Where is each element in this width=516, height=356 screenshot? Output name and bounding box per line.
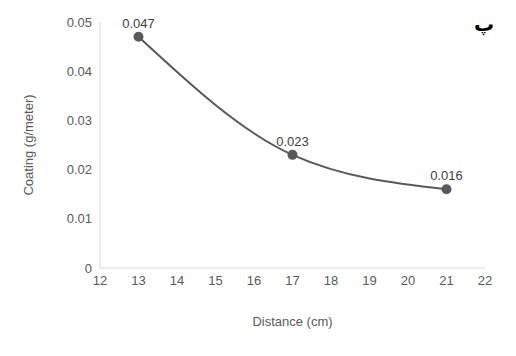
html-text:پ: پ xyxy=(473,12,494,36)
svg-text:0.03: 0.03 xyxy=(67,113,92,128)
svg-text:18: 18 xyxy=(324,273,338,288)
svg-text:0.05: 0.05 xyxy=(67,15,92,30)
svg-text:14: 14 xyxy=(170,273,184,288)
svg-text:16: 16 xyxy=(247,273,261,288)
svg-text:12: 12 xyxy=(93,273,107,288)
svg-text:0.023: 0.023 xyxy=(276,134,309,149)
svg-text:13: 13 xyxy=(131,273,145,288)
svg-text:Distance (cm): Distance (cm) xyxy=(252,314,332,329)
svg-text:0.04: 0.04 xyxy=(67,64,92,79)
svg-text:0.016: 0.016 xyxy=(430,168,463,183)
svg-text:15: 15 xyxy=(208,273,222,288)
svg-text:Coating (g/meter): Coating (g/meter) xyxy=(21,94,36,195)
svg-text:0.01: 0.01 xyxy=(67,211,92,226)
svg-text:20: 20 xyxy=(401,273,415,288)
svg-text:22: 22 xyxy=(478,273,492,288)
svg-text:17: 17 xyxy=(285,273,299,288)
svg-text:0.02: 0.02 xyxy=(67,162,92,177)
svg-text:0: 0 xyxy=(85,261,92,276)
svg-text:19: 19 xyxy=(362,273,376,288)
svg-text:21: 21 xyxy=(439,273,453,288)
svg-text:0.047: 0.047 xyxy=(122,16,155,31)
